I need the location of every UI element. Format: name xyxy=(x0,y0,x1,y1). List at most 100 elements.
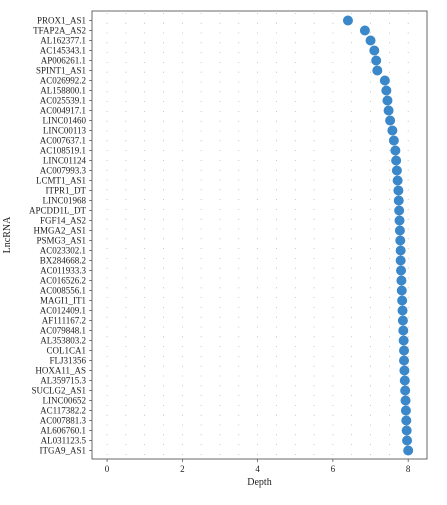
data-point xyxy=(394,215,405,226)
y-tick-label: AC025539.1 xyxy=(40,96,86,106)
y-tick-label: AL162377.1 xyxy=(40,36,86,46)
data-point xyxy=(388,135,399,146)
y-tick-label: LINC00113 xyxy=(43,126,87,136)
data-point xyxy=(372,65,383,76)
y-tick-label: APCDD1L_DT xyxy=(29,206,87,216)
y-tick-label: AC007637.1 xyxy=(40,136,86,146)
data-point xyxy=(400,405,411,416)
y-tick-label: LCMT1_AS1 xyxy=(36,176,86,186)
y-tick-label: AP006261.1 xyxy=(41,56,86,66)
data-point xyxy=(394,205,405,216)
x-tick-label: 2 xyxy=(180,464,185,474)
y-tick-label: AL158800.1 xyxy=(40,86,86,96)
y-tick-label: AC007993.3 xyxy=(40,166,87,176)
data-point xyxy=(381,85,392,96)
data-point xyxy=(391,165,402,176)
data-point xyxy=(393,195,404,206)
data-point xyxy=(395,245,406,256)
y-tick-label: AL359715.3 xyxy=(40,376,86,386)
y-tick-label: ITPR1_DT xyxy=(46,186,87,196)
x-tick-label: 4 xyxy=(255,464,260,474)
y-tick-label: LINC00652 xyxy=(43,396,87,406)
y-tick-label: AC012409.1 xyxy=(40,306,86,316)
y-tick-label: AL353803.2 xyxy=(40,336,86,346)
data-point xyxy=(401,425,412,436)
data-point xyxy=(387,125,398,136)
data-point xyxy=(382,95,393,106)
x-axis: 0 2 4 6 8 xyxy=(105,459,411,474)
data-point xyxy=(398,325,409,336)
data-point xyxy=(359,25,370,36)
x-tick-label: 6 xyxy=(331,464,336,474)
y-tick-label: SPINT1_AS1 xyxy=(36,66,86,76)
data-point xyxy=(383,105,394,116)
y-tick-label: AC145343.1 xyxy=(40,46,86,56)
y-tick-label: COL1CA1 xyxy=(46,346,86,356)
x-axis-label: Depth xyxy=(247,477,271,488)
y-tick-label: AF111167.2 xyxy=(42,316,86,326)
y-tick-label: FGF14_AS2 xyxy=(40,216,86,226)
y-tick-labels: PROX1_AS1TFAP2A_AS2AL162377.1AC145343.1A… xyxy=(29,16,87,456)
data-point xyxy=(399,375,410,386)
y-tick-label: TFAP2A_AS2 xyxy=(33,26,86,36)
y-tick-label: AC023302.1 xyxy=(40,246,86,256)
data-point xyxy=(400,395,411,406)
data-point xyxy=(396,285,407,296)
data-point xyxy=(399,365,410,376)
y-tick-label: AC079848.1 xyxy=(40,326,86,336)
x-tick-label: 0 xyxy=(105,464,110,474)
data-point xyxy=(390,145,401,156)
data-point xyxy=(365,35,376,46)
y-tick-label: SUCLG2_AS1 xyxy=(31,386,86,396)
y-tick-label: ITGA9_AS1 xyxy=(40,446,87,456)
y-tick-label: AC016526.2 xyxy=(40,276,86,286)
data-point xyxy=(401,415,412,426)
data-point xyxy=(393,185,404,196)
y-tick-label: AC008556.1 xyxy=(40,286,86,296)
data-point xyxy=(399,345,410,356)
y-tick-label: LINC01968 xyxy=(43,196,87,206)
data-point xyxy=(403,445,414,456)
y-tick-label: AL031123.5 xyxy=(41,436,87,446)
data-point xyxy=(397,315,408,326)
data-point xyxy=(397,305,408,316)
y-tick-label: AL606760.1 xyxy=(40,426,86,436)
y-tick-label: BX284668.2 xyxy=(40,256,86,266)
data-point xyxy=(396,265,407,276)
data-point xyxy=(402,435,413,446)
data-point xyxy=(396,275,407,286)
y-tick-label: MAGI1_IT1 xyxy=(40,296,86,306)
data-point xyxy=(391,155,402,166)
y-tick-label: AC108519.1 xyxy=(40,146,86,156)
data-point xyxy=(397,295,408,306)
y-axis-label: LncRNA xyxy=(2,216,13,253)
y-tick-label: HMGA2_AS1 xyxy=(33,226,86,236)
y-tick-label: AC011933.3 xyxy=(40,266,86,276)
points-layer xyxy=(342,15,414,456)
y-tick-label: FLJ31356 xyxy=(49,356,86,366)
y-tick-label: AC004917.1 xyxy=(40,106,86,116)
y-tick-label: AC007881.3 xyxy=(40,416,87,426)
data-point xyxy=(369,45,380,56)
y-tick-label: AC026992.2 xyxy=(40,76,86,86)
data-point xyxy=(399,355,410,366)
y-tick-label: LINC01124 xyxy=(43,156,87,166)
data-point xyxy=(342,15,353,26)
y-tick-label: AC117382.2 xyxy=(40,406,86,416)
y-tick-label: LINC01460 xyxy=(43,116,87,126)
grid-layer xyxy=(89,13,409,457)
x-tick-label: 8 xyxy=(406,464,411,474)
data-point xyxy=(392,175,403,186)
data-point xyxy=(394,225,405,236)
data-point xyxy=(398,335,409,346)
y-tick-label: PSMG3_AS1 xyxy=(36,236,86,246)
y-tick-label: PROX1_AS1 xyxy=(37,16,86,26)
data-point xyxy=(371,55,382,66)
y-tick-label: HOXA11_AS xyxy=(35,366,86,376)
data-point xyxy=(385,115,396,126)
plot-frame xyxy=(91,10,428,460)
data-point xyxy=(395,255,406,266)
data-point xyxy=(379,75,390,86)
